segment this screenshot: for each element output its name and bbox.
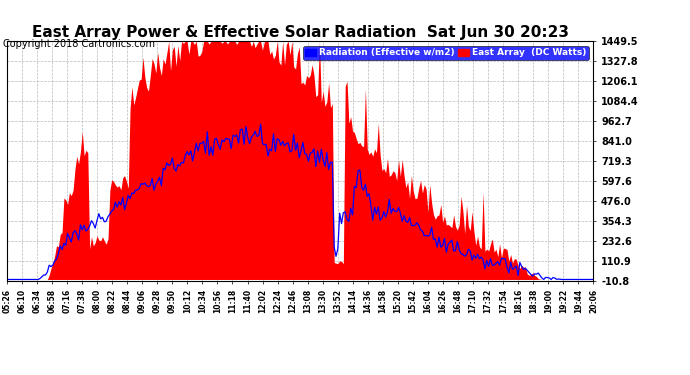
Title: East Array Power & Effective Solar Radiation  Sat Jun 30 20:23: East Array Power & Effective Solar Radia… [32, 25, 569, 40]
Text: Copyright 2018 Cartronics.com: Copyright 2018 Cartronics.com [3, 39, 155, 50]
Legend: Radiation (Effective w/m2), East Array  (DC Watts): Radiation (Effective w/m2), East Array (… [303, 46, 589, 60]
